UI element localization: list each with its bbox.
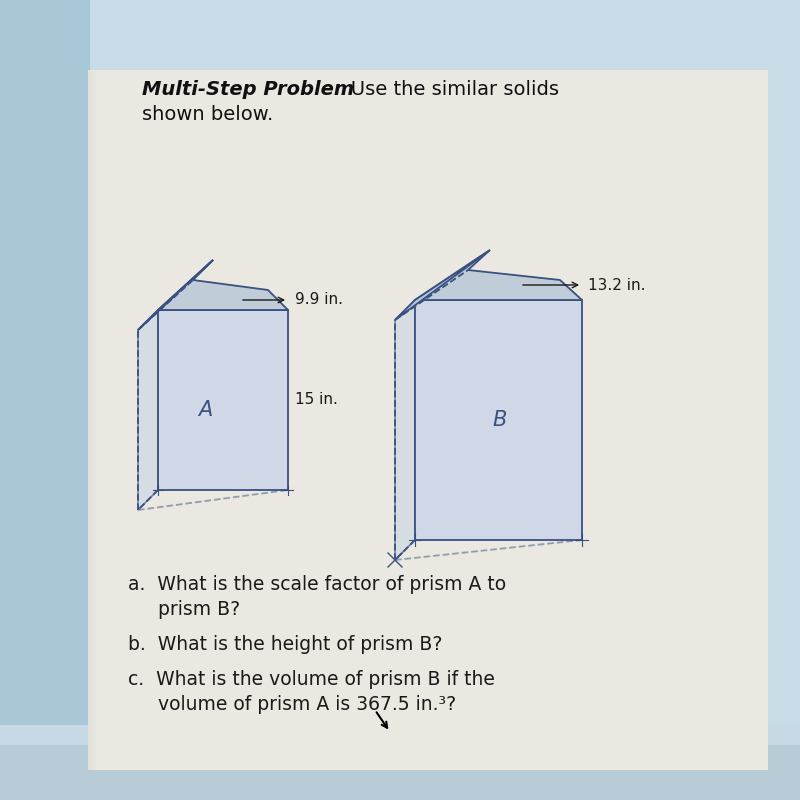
Polygon shape	[395, 250, 490, 320]
Polygon shape	[395, 300, 415, 560]
Text: Multi-Step Problem: Multi-Step Problem	[142, 80, 354, 99]
Bar	[0, 725, 800, 745]
Bar	[0, 0, 90, 800]
Bar	[90, 70, 91, 770]
Bar	[94, 70, 95, 770]
Text: Use the similar solids: Use the similar solids	[332, 80, 559, 99]
Polygon shape	[158, 310, 288, 490]
Text: 13.2 in.: 13.2 in.	[588, 278, 646, 293]
Polygon shape	[415, 250, 582, 300]
Text: a.  What is the scale factor of prism A to: a. What is the scale factor of prism A t…	[128, 575, 506, 594]
FancyBboxPatch shape	[88, 70, 768, 770]
Polygon shape	[415, 300, 582, 540]
Text: shown below.: shown below.	[142, 105, 274, 124]
Text: 15 in.: 15 in.	[295, 393, 338, 407]
Text: A: A	[198, 400, 212, 420]
Text: 9.9 in.: 9.9 in.	[295, 293, 343, 307]
Text: c.  What is the volume of prism B if the: c. What is the volume of prism B if the	[128, 670, 495, 689]
Bar	[93, 70, 94, 770]
Text: volume of prism A is 367.5 in.³?: volume of prism A is 367.5 in.³?	[128, 695, 456, 714]
Bar	[90, 0, 800, 800]
Text: B: B	[493, 410, 507, 430]
Bar	[92, 70, 93, 770]
Bar	[95, 70, 96, 770]
Text: b.  What is the height of prism B?: b. What is the height of prism B?	[128, 635, 442, 654]
Polygon shape	[138, 310, 158, 510]
Bar	[89, 70, 90, 770]
Bar	[88, 70, 89, 770]
Polygon shape	[158, 260, 288, 310]
Bar	[0, 745, 800, 800]
Bar	[91, 70, 92, 770]
Polygon shape	[138, 260, 213, 330]
Text: prism B?: prism B?	[128, 600, 240, 619]
